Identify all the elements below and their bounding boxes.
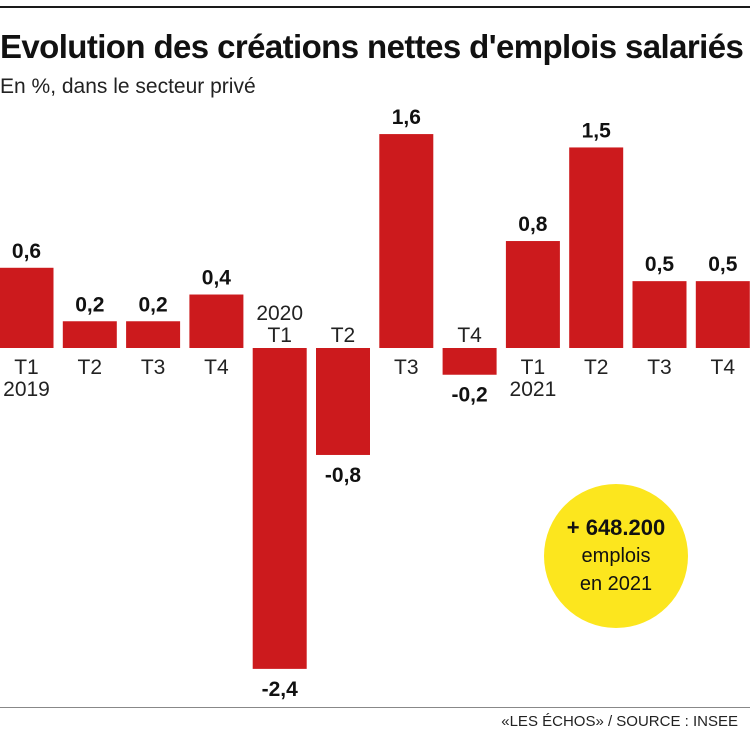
bar-5 xyxy=(252,348,307,669)
callout-line-2: en 2021 xyxy=(579,573,653,595)
category-label-10: T2 xyxy=(584,356,609,379)
value-label-7: 1,6 xyxy=(392,106,421,129)
year-label-9: 2021 xyxy=(510,378,557,401)
category-label-6: T2 xyxy=(331,324,356,347)
bar-7 xyxy=(379,134,434,348)
bar-9 xyxy=(505,241,560,348)
category-label-7: T3 xyxy=(394,356,419,379)
value-label-6: -0,8 xyxy=(325,464,362,487)
category-label-1: T1 xyxy=(14,356,39,379)
category-label-3: T3 xyxy=(141,356,166,379)
value-label-1: 0,6 xyxy=(12,240,41,263)
category-label-12: T4 xyxy=(711,356,736,379)
value-label-11: 0,5 xyxy=(645,253,675,276)
source-credit: «LES ÉCHOS» / SOURCE : INSEE xyxy=(501,713,738,730)
value-label-10: 1,5 xyxy=(582,119,612,142)
value-label-4: 0,4 xyxy=(202,267,232,290)
category-label-8: T4 xyxy=(457,324,482,347)
bar-1 xyxy=(0,267,54,348)
year-label-5: 2020 xyxy=(256,302,303,325)
bar-8 xyxy=(442,348,497,375)
bar-12 xyxy=(695,281,750,348)
value-label-8: -0,2 xyxy=(452,384,488,407)
value-label-2: 0,2 xyxy=(75,293,104,316)
category-label-9: T1 xyxy=(521,356,546,379)
category-label-2: T2 xyxy=(78,356,103,379)
value-label-9: 0,8 xyxy=(518,213,548,236)
chart-subtitle: En %, dans le secteur privé xyxy=(0,75,256,98)
category-label-5: T1 xyxy=(267,324,292,347)
callout-line-1: emplois xyxy=(581,545,651,567)
bar-2 xyxy=(62,321,117,348)
year-label-1: 2019 xyxy=(3,378,50,401)
bar-11 xyxy=(632,281,687,348)
value-label-5: -2,4 xyxy=(262,678,299,701)
jobs-callout-badge: + 648.200 emplois en 2021 xyxy=(544,484,688,628)
bar-3 xyxy=(126,321,181,348)
bar-10 xyxy=(569,147,624,348)
bar-4 xyxy=(189,294,244,348)
category-label-4: T4 xyxy=(204,356,229,379)
callout-value: + 648.200 xyxy=(566,515,666,540)
value-label-12: 0,5 xyxy=(708,253,738,276)
top-rule xyxy=(0,6,750,8)
bar-6 xyxy=(316,348,370,455)
value-label-3: 0,2 xyxy=(138,293,167,316)
category-label-11: T3 xyxy=(647,356,672,379)
bottom-rule xyxy=(0,707,750,708)
chart-title: Evolution des créations nettes d'emplois… xyxy=(0,28,744,65)
